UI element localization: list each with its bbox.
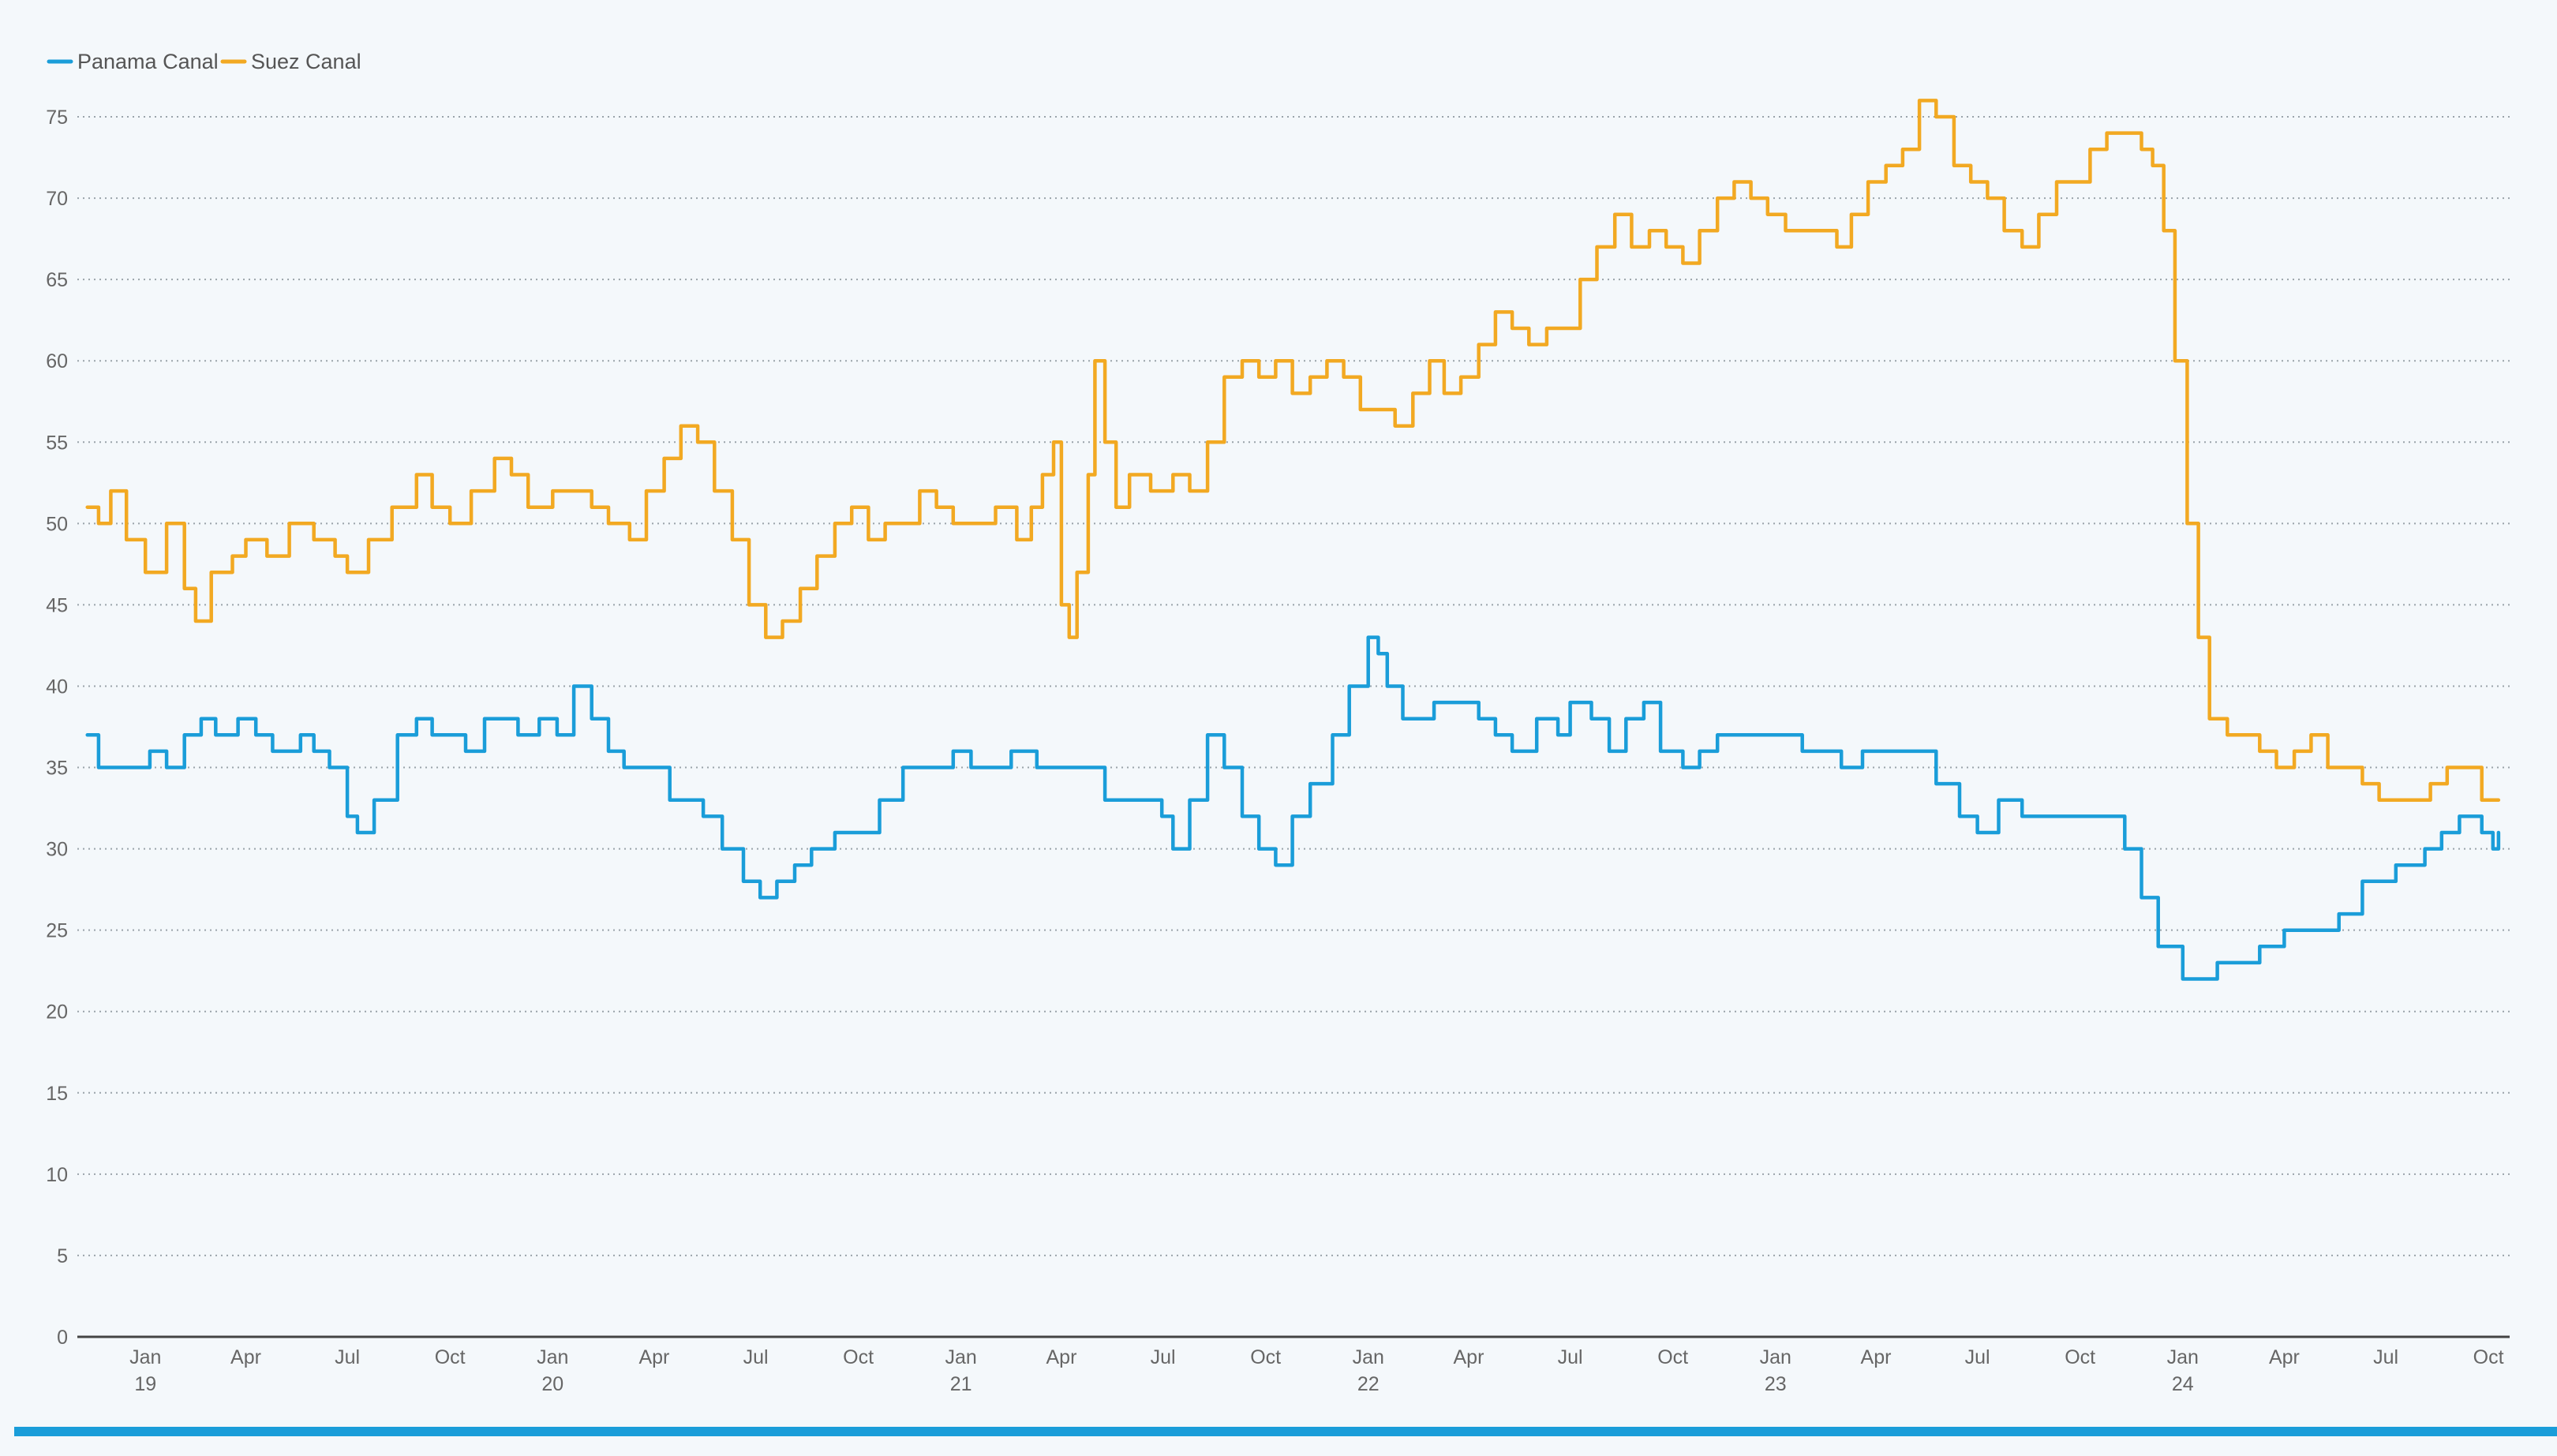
y-tick-label: 70 [46,188,68,210]
x-tick-label: Oct [1657,1346,1688,1368]
x-tick-label: Apr [2269,1346,2300,1368]
legend-label-suez: Suez Canal [251,50,361,73]
x-tick-year-label: 19 [134,1373,156,1395]
y-tick-label: 30 [46,839,68,861]
x-tick-label: Jul [2373,1346,2398,1368]
x-tick-year-label: 21 [950,1373,972,1395]
legend-label-panama: Panama Canal [77,50,219,73]
y-tick-label: 50 [46,513,68,535]
x-tick-label: Jul [335,1346,360,1368]
x-tick-label: Oct [843,1346,874,1368]
y-tick-label: 40 [46,676,68,698]
x-tick-label: Apr [1454,1346,1484,1368]
x-tick-label: Jan [945,1346,977,1368]
x-tick-label: Apr [230,1346,261,1368]
series-line-panama-canal [85,635,2501,981]
x-tick-label: Oct [2065,1346,2095,1368]
series-lines [85,99,2501,981]
gridlines [77,116,2510,1256]
series-line-suez-canal [85,99,2501,803]
y-tick-label: 0 [57,1327,68,1349]
y-tick-label: 5 [57,1245,68,1267]
x-axis-ticks: Jan 19 Apr Jul Oct Jan 20 Apr Jul Oct Jan 21 Apr Jul O… [129,1346,2504,1395]
y-tick-label: 65 [46,269,68,291]
x-tick-year-label: 24 [2172,1373,2194,1395]
y-tick-label: 35 [46,758,68,780]
y-tick-label: 10 [46,1164,68,1186]
y-tick-label: 15 [46,1083,68,1105]
y-tick-label: 25 [46,920,68,942]
y-tick-label: 60 [46,350,68,372]
x-tick-year-label: 20 [541,1373,563,1395]
x-tick-label: Jan [1353,1346,1384,1368]
legend-item-suez: Suez Canal [220,50,361,73]
x-tick-label: Jul [1965,1346,1990,1368]
x-tick-label: Oct [2473,1346,2504,1368]
x-tick-label: Apr [638,1346,669,1368]
x-tick-label: Jan [537,1346,568,1368]
y-axis-ticks: 0 5 10 15 20 25 30 35 40 45 50 55 60 65 70 75 [46,107,68,1349]
x-tick-label: Jan [1760,1346,1791,1368]
x-tick-label: Apr [1861,1346,1892,1368]
x-tick-label: Jan [2167,1346,2199,1368]
x-tick-year-label: 22 [1357,1373,1380,1395]
x-tick-label: Oct [1250,1346,1281,1368]
x-tick-label: Oct [435,1346,466,1368]
legend-item-panama: Panama Canal [47,50,219,73]
x-tick-label: Jan [129,1346,161,1368]
y-tick-label: 20 [46,1001,68,1024]
y-tick-label: 75 [46,107,68,129]
x-tick-label: Jul [1558,1346,1583,1368]
y-tick-label: 45 [46,594,68,616]
x-tick-label: Apr [1046,1346,1076,1368]
legend: Panama Canal Suez Canal [47,50,361,73]
y-tick-label: 55 [46,432,68,454]
footer-accent-bar [14,1427,2557,1436]
x-tick-year-label: 23 [1765,1373,1787,1395]
x-tick-label: Jul [1151,1346,1176,1368]
x-tick-label: Jul [743,1346,769,1368]
